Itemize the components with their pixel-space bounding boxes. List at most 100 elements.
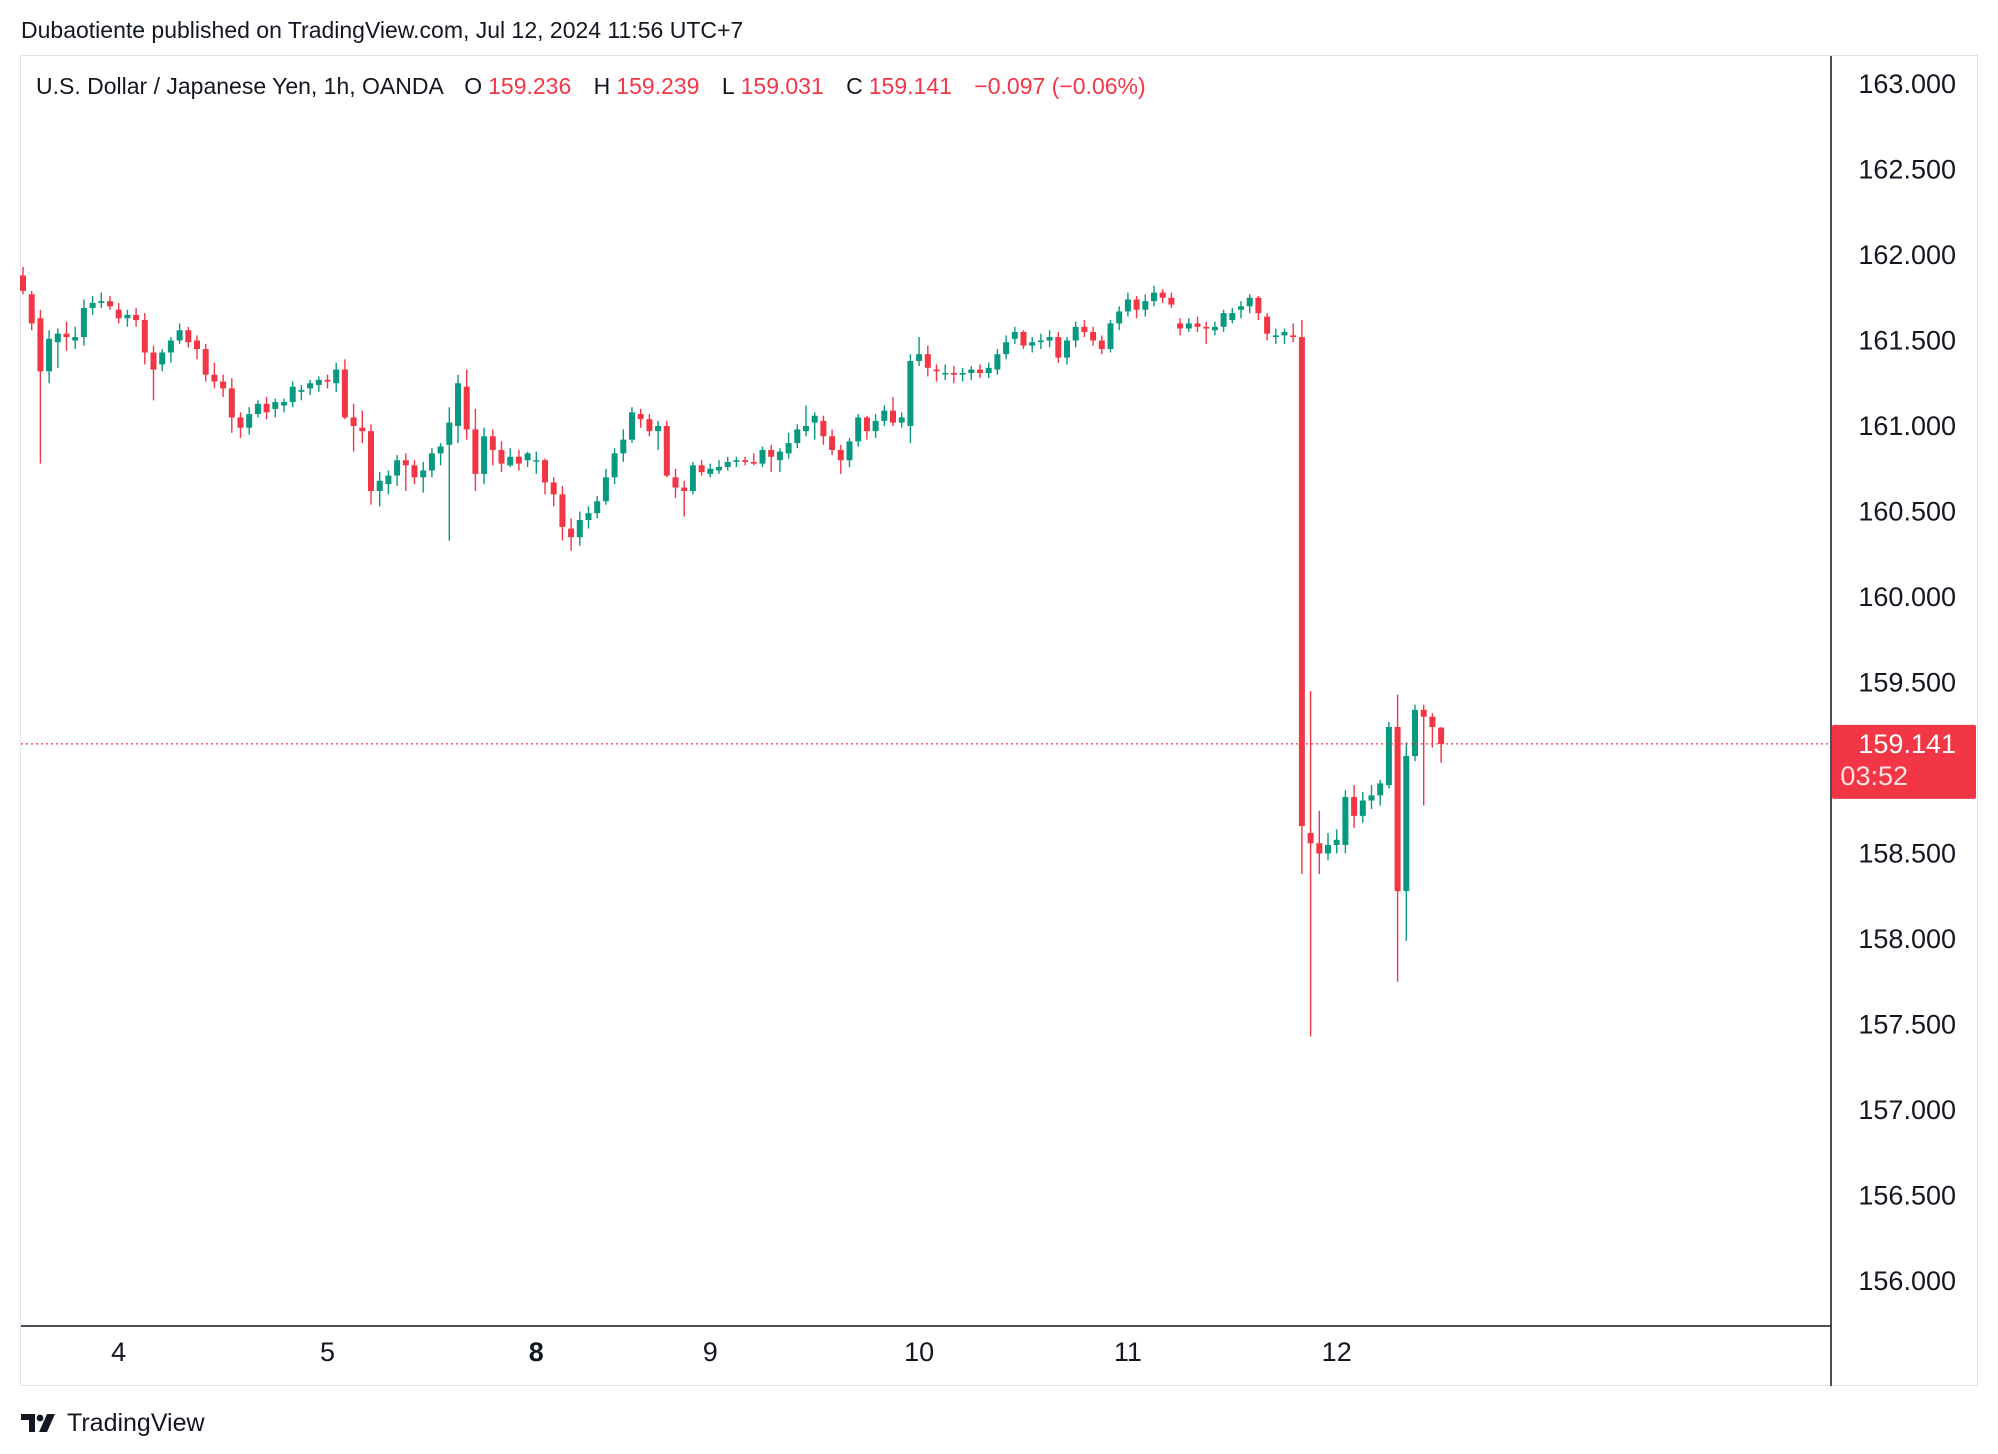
candle <box>1220 309 1227 332</box>
candle-body <box>176 330 183 341</box>
candle-body <box>898 417 905 423</box>
candle-body <box>533 460 540 462</box>
candle <box>107 296 113 310</box>
candle <box>281 398 287 413</box>
candle-body <box>246 414 253 428</box>
candle-body <box>1211 326 1218 331</box>
price-tick-label: 156.500 <box>1858 1181 1956 1211</box>
candle <box>898 412 905 428</box>
candle <box>829 429 836 456</box>
candle <box>1264 313 1271 341</box>
candle-body <box>524 453 531 461</box>
candle <box>890 396 896 426</box>
candle <box>63 321 70 351</box>
candle-body <box>1168 297 1175 305</box>
candle <box>307 379 314 396</box>
tradingview-brand[interactable]: TradingView <box>21 1408 205 1438</box>
candle-body <box>54 333 61 343</box>
price-tick-label: 161.000 <box>1858 411 1956 441</box>
change-value: −0.097 (−0.06%) <box>974 73 1146 99</box>
candle <box>1385 721 1392 789</box>
candle-body <box>402 460 409 466</box>
price-tick-label: 160.500 <box>1858 497 1956 527</box>
candle <box>933 364 940 382</box>
candle <box>472 408 479 491</box>
candle-body <box>1046 337 1053 341</box>
candle <box>1124 292 1131 317</box>
candle-body <box>716 467 722 471</box>
candle-body <box>1203 326 1210 329</box>
high-value: 159.239 <box>616 73 700 99</box>
candle-body <box>1037 340 1044 343</box>
candle <box>402 453 409 491</box>
candle-body <box>1177 323 1184 329</box>
candle <box>1055 331 1062 363</box>
candle-body <box>1098 340 1105 350</box>
candle <box>942 364 949 380</box>
candle-body <box>185 330 192 343</box>
candles-layer <box>20 266 1831 1037</box>
time-tick-label: 9 <box>703 1337 718 1367</box>
candle-body <box>863 417 870 432</box>
candle <box>785 432 792 459</box>
candle-body <box>1255 297 1262 314</box>
candle-body <box>498 449 505 464</box>
candle-body <box>489 436 496 450</box>
candle <box>350 403 357 452</box>
candle <box>1429 713 1436 748</box>
candle-body <box>742 460 749 462</box>
candle-body <box>80 308 87 338</box>
symbol-label[interactable]: U.S. Dollar / Japanese Yen, 1h, OANDA <box>36 73 444 99</box>
brand-name: TradingView <box>67 1408 205 1437</box>
candle <box>159 349 166 372</box>
candle <box>1298 319 1305 875</box>
candle-body <box>994 354 1001 370</box>
candle <box>1168 292 1175 309</box>
candle-body <box>733 460 740 462</box>
candle-body <box>776 451 783 461</box>
candle-body <box>1055 337 1062 358</box>
candle <box>1290 323 1297 343</box>
candle <box>602 468 609 505</box>
candle <box>1359 791 1366 823</box>
candle-body <box>1420 709 1427 717</box>
candle-body <box>1325 844 1331 854</box>
candle <box>463 369 470 440</box>
candle <box>542 458 548 495</box>
candle <box>524 451 531 468</box>
candle <box>1072 321 1079 348</box>
candle-body <box>211 374 218 382</box>
candle <box>46 330 53 384</box>
candle-body <box>1429 716 1436 727</box>
candle-body <box>698 465 705 473</box>
candle <box>185 326 192 348</box>
candle-body <box>1403 756 1410 892</box>
candle-body <box>568 528 575 538</box>
candle <box>1107 319 1114 353</box>
candle <box>124 309 131 327</box>
candle-body <box>933 369 940 372</box>
candle-body <box>455 383 461 426</box>
candle <box>768 444 775 473</box>
candle <box>507 448 514 468</box>
candle-body <box>1194 323 1201 327</box>
close-value: 159.141 <box>868 73 952 99</box>
candle-body <box>907 361 914 426</box>
candle-body <box>194 340 200 350</box>
candle <box>1211 321 1218 336</box>
candle-body <box>72 337 79 341</box>
price-tick-label: 163.000 <box>1858 69 1956 99</box>
candle <box>550 477 557 507</box>
candle <box>637 408 644 428</box>
candle-body <box>376 480 383 491</box>
time-axis: 4 5 8 9 10 11 12 <box>21 1325 1831 1367</box>
candle <box>228 378 235 433</box>
candle <box>611 448 618 485</box>
candle <box>776 448 783 473</box>
candle-body <box>1116 311 1123 324</box>
candle <box>1133 296 1140 319</box>
candle-body <box>515 456 522 464</box>
candle <box>1438 727 1445 763</box>
